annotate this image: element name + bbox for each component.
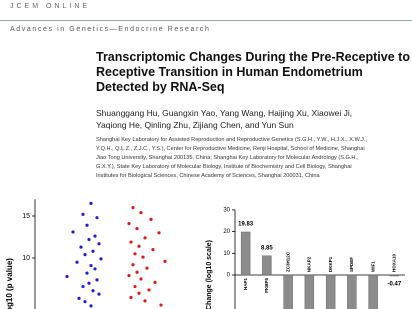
point (137, 244, 141, 248)
value-label: 19.83 (238, 222, 254, 228)
title-line: Detected by RNA-Seq (96, 80, 225, 94)
y-tick-label: 0 (227, 273, 231, 279)
point (135, 227, 139, 231)
affiliation-line: Y.Q.H., Q.L.Z., Z.J.C., Y.S.), Center fo… (96, 146, 365, 152)
header-rule (0, 20, 412, 21)
point (71, 230, 75, 234)
title-line: Receptive Transition in Human Endometriu… (96, 65, 363, 79)
point (137, 291, 141, 295)
bar (262, 255, 272, 276)
affiliation-line: G.X.Y.), State Key Laboratory of Molecul… (96, 164, 352, 170)
point (131, 206, 135, 210)
point (127, 221, 131, 226)
point (99, 257, 103, 261)
journal-name: JCEM ONLINE (10, 3, 91, 10)
title-line: Transcriptomic Changes During the Pre-Re… (96, 50, 410, 64)
point (151, 248, 155, 252)
point (81, 212, 85, 216)
point (81, 284, 85, 289)
point (127, 274, 131, 278)
point (135, 270, 139, 274)
point (97, 242, 101, 246)
bar (368, 274, 378, 309)
point (91, 289, 95, 293)
point (75, 260, 79, 264)
article-title: Transcriptomic Changes During the Pre-Re… (96, 50, 410, 95)
point (77, 296, 81, 300)
x-tick-label: DKKP1 (328, 256, 333, 272)
x-tick-label: HAP1 (243, 278, 248, 291)
point (89, 263, 93, 268)
point (147, 288, 151, 292)
bar (389, 274, 400, 277)
point (83, 253, 87, 257)
bar (304, 274, 315, 309)
y-axis-label: -log10 (p value) (5, 258, 14, 309)
author-line: Yaqiong He, Qinling Zhu, Zijiang Chen, a… (96, 119, 294, 130)
point (87, 237, 91, 242)
value-label: -0.47 (388, 282, 402, 288)
value-label: 8.85 (261, 245, 273, 251)
affiliation-line: Jiao Tong University, Shanghai 200135, C… (96, 155, 359, 161)
affiliations: Shanghai Key Laboratory for Assisted Rep… (96, 136, 367, 181)
point (89, 201, 93, 205)
point (93, 267, 97, 271)
y-tick-label: 20 (223, 229, 230, 235)
point (133, 252, 137, 256)
x-tick-label: NKAP2 (307, 256, 312, 272)
bar (347, 274, 357, 309)
bar (325, 274, 336, 309)
affiliation-line: Institutes for Biological Sciences, Chin… (96, 173, 320, 179)
point (157, 231, 161, 235)
point (91, 249, 95, 253)
y-tick-label: 30 (223, 207, 230, 213)
point (153, 280, 157, 284)
point (87, 281, 91, 285)
point (97, 292, 101, 296)
point (85, 271, 89, 275)
point (89, 304, 93, 308)
authors: Shuanggang Hu, Guangxin Yao, Yang Wang, … (96, 108, 352, 131)
point (85, 223, 89, 227)
y-axis-label: Change (log10 scale) (206, 240, 213, 309)
x-tick-label: FKBP5 (264, 278, 269, 293)
point (79, 245, 83, 249)
point (133, 284, 137, 289)
point (83, 300, 87, 304)
point (65, 274, 69, 279)
affiliation-line: Shanghai Key Laboratory for Assisted Rep… (96, 137, 367, 143)
x-tick-label: WIF1 (370, 261, 375, 272)
x-tick-label: HOXA10 (392, 253, 397, 272)
point (95, 216, 99, 220)
point (145, 266, 149, 270)
point (129, 295, 133, 300)
point (141, 255, 145, 259)
y-tick-label: 15 (22, 213, 30, 220)
bar (283, 274, 293, 309)
author-line: Shuanggang Hu, Guangxin Yao, Yang Wang, … (96, 108, 353, 118)
point (131, 263, 135, 267)
point (159, 303, 163, 307)
point (143, 236, 147, 240)
section-name: Advances in Genetics—Endocrine Research (10, 26, 211, 33)
point (129, 240, 133, 244)
point (95, 278, 99, 282)
point (139, 277, 143, 281)
point (143, 299, 147, 303)
y-tick-label: 10 (223, 251, 230, 257)
x-tick-label: ZC3H12C (285, 251, 290, 272)
point (149, 217, 153, 221)
bar (240, 231, 251, 276)
point (93, 234, 97, 238)
x-tick-label: SPDEF (349, 257, 354, 272)
point (163, 259, 167, 263)
point (139, 211, 143, 215)
y-tick-label: 10 (22, 255, 30, 262)
